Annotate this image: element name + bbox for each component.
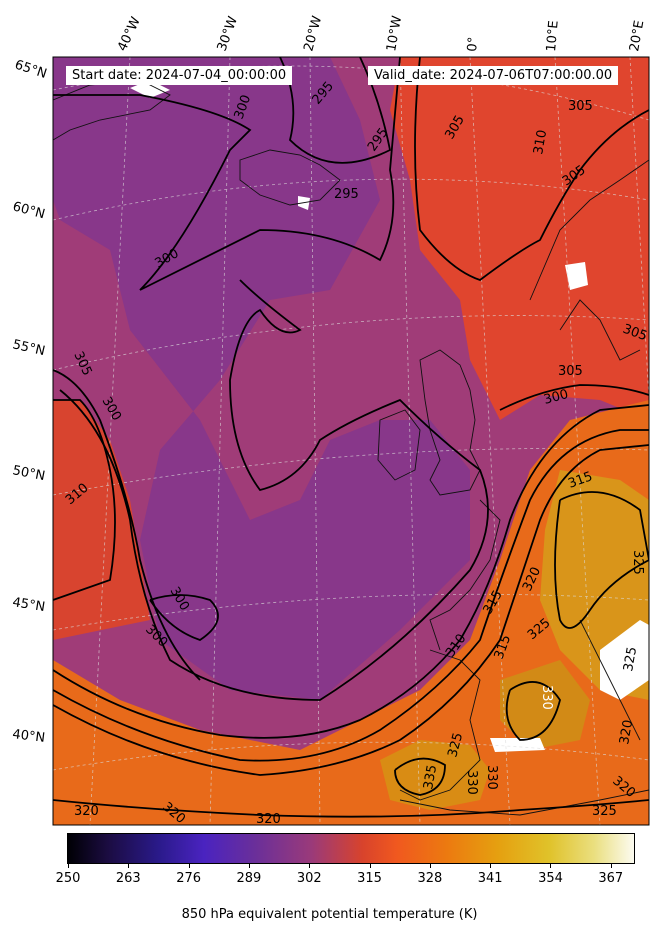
- contour-315: [53, 429, 649, 762]
- colorbar-tick-label: 354: [538, 871, 563, 886]
- contour-label: 305: [568, 99, 593, 114]
- longitude-label: 40°W: [115, 15, 144, 54]
- warm-region-northeast: [390, 57, 649, 420]
- coastline-north-africa: [399, 789, 649, 816]
- colorbar-tick-label: 263: [115, 871, 141, 886]
- coastline-ireland: [377, 409, 421, 481]
- longitude-label: 10°E: [544, 20, 562, 52]
- missing-data-patch: [490, 738, 545, 752]
- contour-label: 330: [484, 765, 499, 790]
- contour-label: 320: [256, 812, 281, 827]
- contour-305-west: [53, 369, 201, 681]
- contours: [53, 57, 649, 818]
- latitude-label: 65°N: [13, 58, 49, 82]
- colorbar-tick: [550, 863, 552, 868]
- latitude-label: 60°N: [11, 199, 47, 222]
- contour-label: 335: [421, 764, 440, 791]
- coastline-iceland: [239, 149, 341, 206]
- contour-305-east: [499, 384, 649, 411]
- colorbar-tick: [610, 863, 612, 868]
- contour-label: 325: [630, 550, 645, 575]
- coastline-iberia: [399, 649, 481, 801]
- colorbar-tick-label: 302: [296, 871, 322, 886]
- contour-300-main: [59, 279, 489, 701]
- cold-region-atlantic: [53, 57, 470, 700]
- contour-330: [505, 681, 561, 741]
- colorbar-tick: [309, 863, 311, 868]
- warm-region-west: [53, 400, 150, 640]
- colorbar-tick-label: 367: [598, 871, 624, 886]
- coastlines: [53, 79, 649, 816]
- start-date-label: Start date: 2024-07-04_00:00:00: [66, 66, 293, 85]
- latitude-label: 55°N: [11, 337, 46, 359]
- contour-295: [279, 57, 392, 164]
- contour-label: 310: [531, 129, 550, 156]
- contour-label: 320: [617, 719, 636, 746]
- colorbar-tick-label: 276: [176, 871, 202, 886]
- contour-300-north: [53, 57, 401, 291]
- colorbar: [67, 833, 635, 864]
- contour-320-south: [53, 799, 649, 818]
- longitude-labels: 40°W 30°W 20°W 10°W 0° 10°E 20°E: [115, 14, 647, 53]
- colorbar-tick-label: 328: [417, 871, 443, 886]
- contour-305-north: [414, 57, 649, 282]
- contour-310-west: [53, 399, 116, 601]
- colorbar-tick-label: 315: [357, 871, 382, 886]
- latitude-labels: 65°N 60°N 55°N 50°N 45°N 40°N: [11, 58, 49, 746]
- contour-325: [554, 491, 649, 629]
- contour-label: 295: [334, 187, 359, 202]
- longitude-label: 20°W: [301, 14, 325, 53]
- colorbar-tick: [248, 863, 250, 868]
- coastline-great-britain: [419, 349, 481, 496]
- longitude-label: 30°W: [215, 14, 241, 53]
- colorbar-tick: [369, 863, 371, 868]
- longitude-label: 0°: [465, 36, 481, 52]
- longitude-label: 10°W: [384, 15, 405, 53]
- colorbar-tick: [490, 863, 492, 868]
- longitude-label: 20°E: [627, 19, 647, 52]
- colorbar-title: 850 hPa equivalent potential temperature…: [181, 907, 478, 922]
- latitude-label: 50°N: [11, 463, 46, 484]
- colorbar-tick: [188, 863, 190, 868]
- contour-label: 325: [592, 804, 617, 819]
- hot-region-mediterranean: [500, 660, 590, 750]
- contour-label: 330: [464, 770, 479, 795]
- contour-label: 320: [74, 804, 99, 819]
- colorbar-tick: [128, 863, 130, 868]
- valid-date-label: Valid_date: 2024-07-06T07:00:00.00: [368, 66, 619, 85]
- contour-label: 305: [558, 364, 583, 379]
- colorbar-tick: [429, 863, 431, 868]
- contour-label: 325: [445, 731, 466, 759]
- colorbar-tick-label: 341: [477, 871, 503, 886]
- coastline-italy: [579, 619, 641, 741]
- contour-320: [53, 444, 649, 776]
- coastline-france: [429, 499, 501, 651]
- contour-cold-pool: [149, 594, 219, 641]
- contour-label: 330: [539, 685, 554, 710]
- map-frame: [52, 56, 650, 826]
- coastline-scandinavia: [529, 159, 649, 361]
- colorbar-tick-label: 289: [236, 871, 262, 886]
- latitude-label: 45°N: [11, 595, 46, 615]
- missing-data-patch: [565, 262, 588, 290]
- contour-label: 325: [621, 646, 640, 673]
- contour-label: 300: [542, 387, 570, 408]
- colorbar-tick: [68, 863, 69, 868]
- latitude-label: 40°N: [12, 727, 46, 746]
- contour-310-south: [53, 404, 649, 739]
- hot-region-iberia: [380, 740, 490, 810]
- colorbar-tick-label: 250: [55, 871, 81, 886]
- missing-data-patch: [600, 620, 649, 700]
- contour-335: [394, 757, 446, 796]
